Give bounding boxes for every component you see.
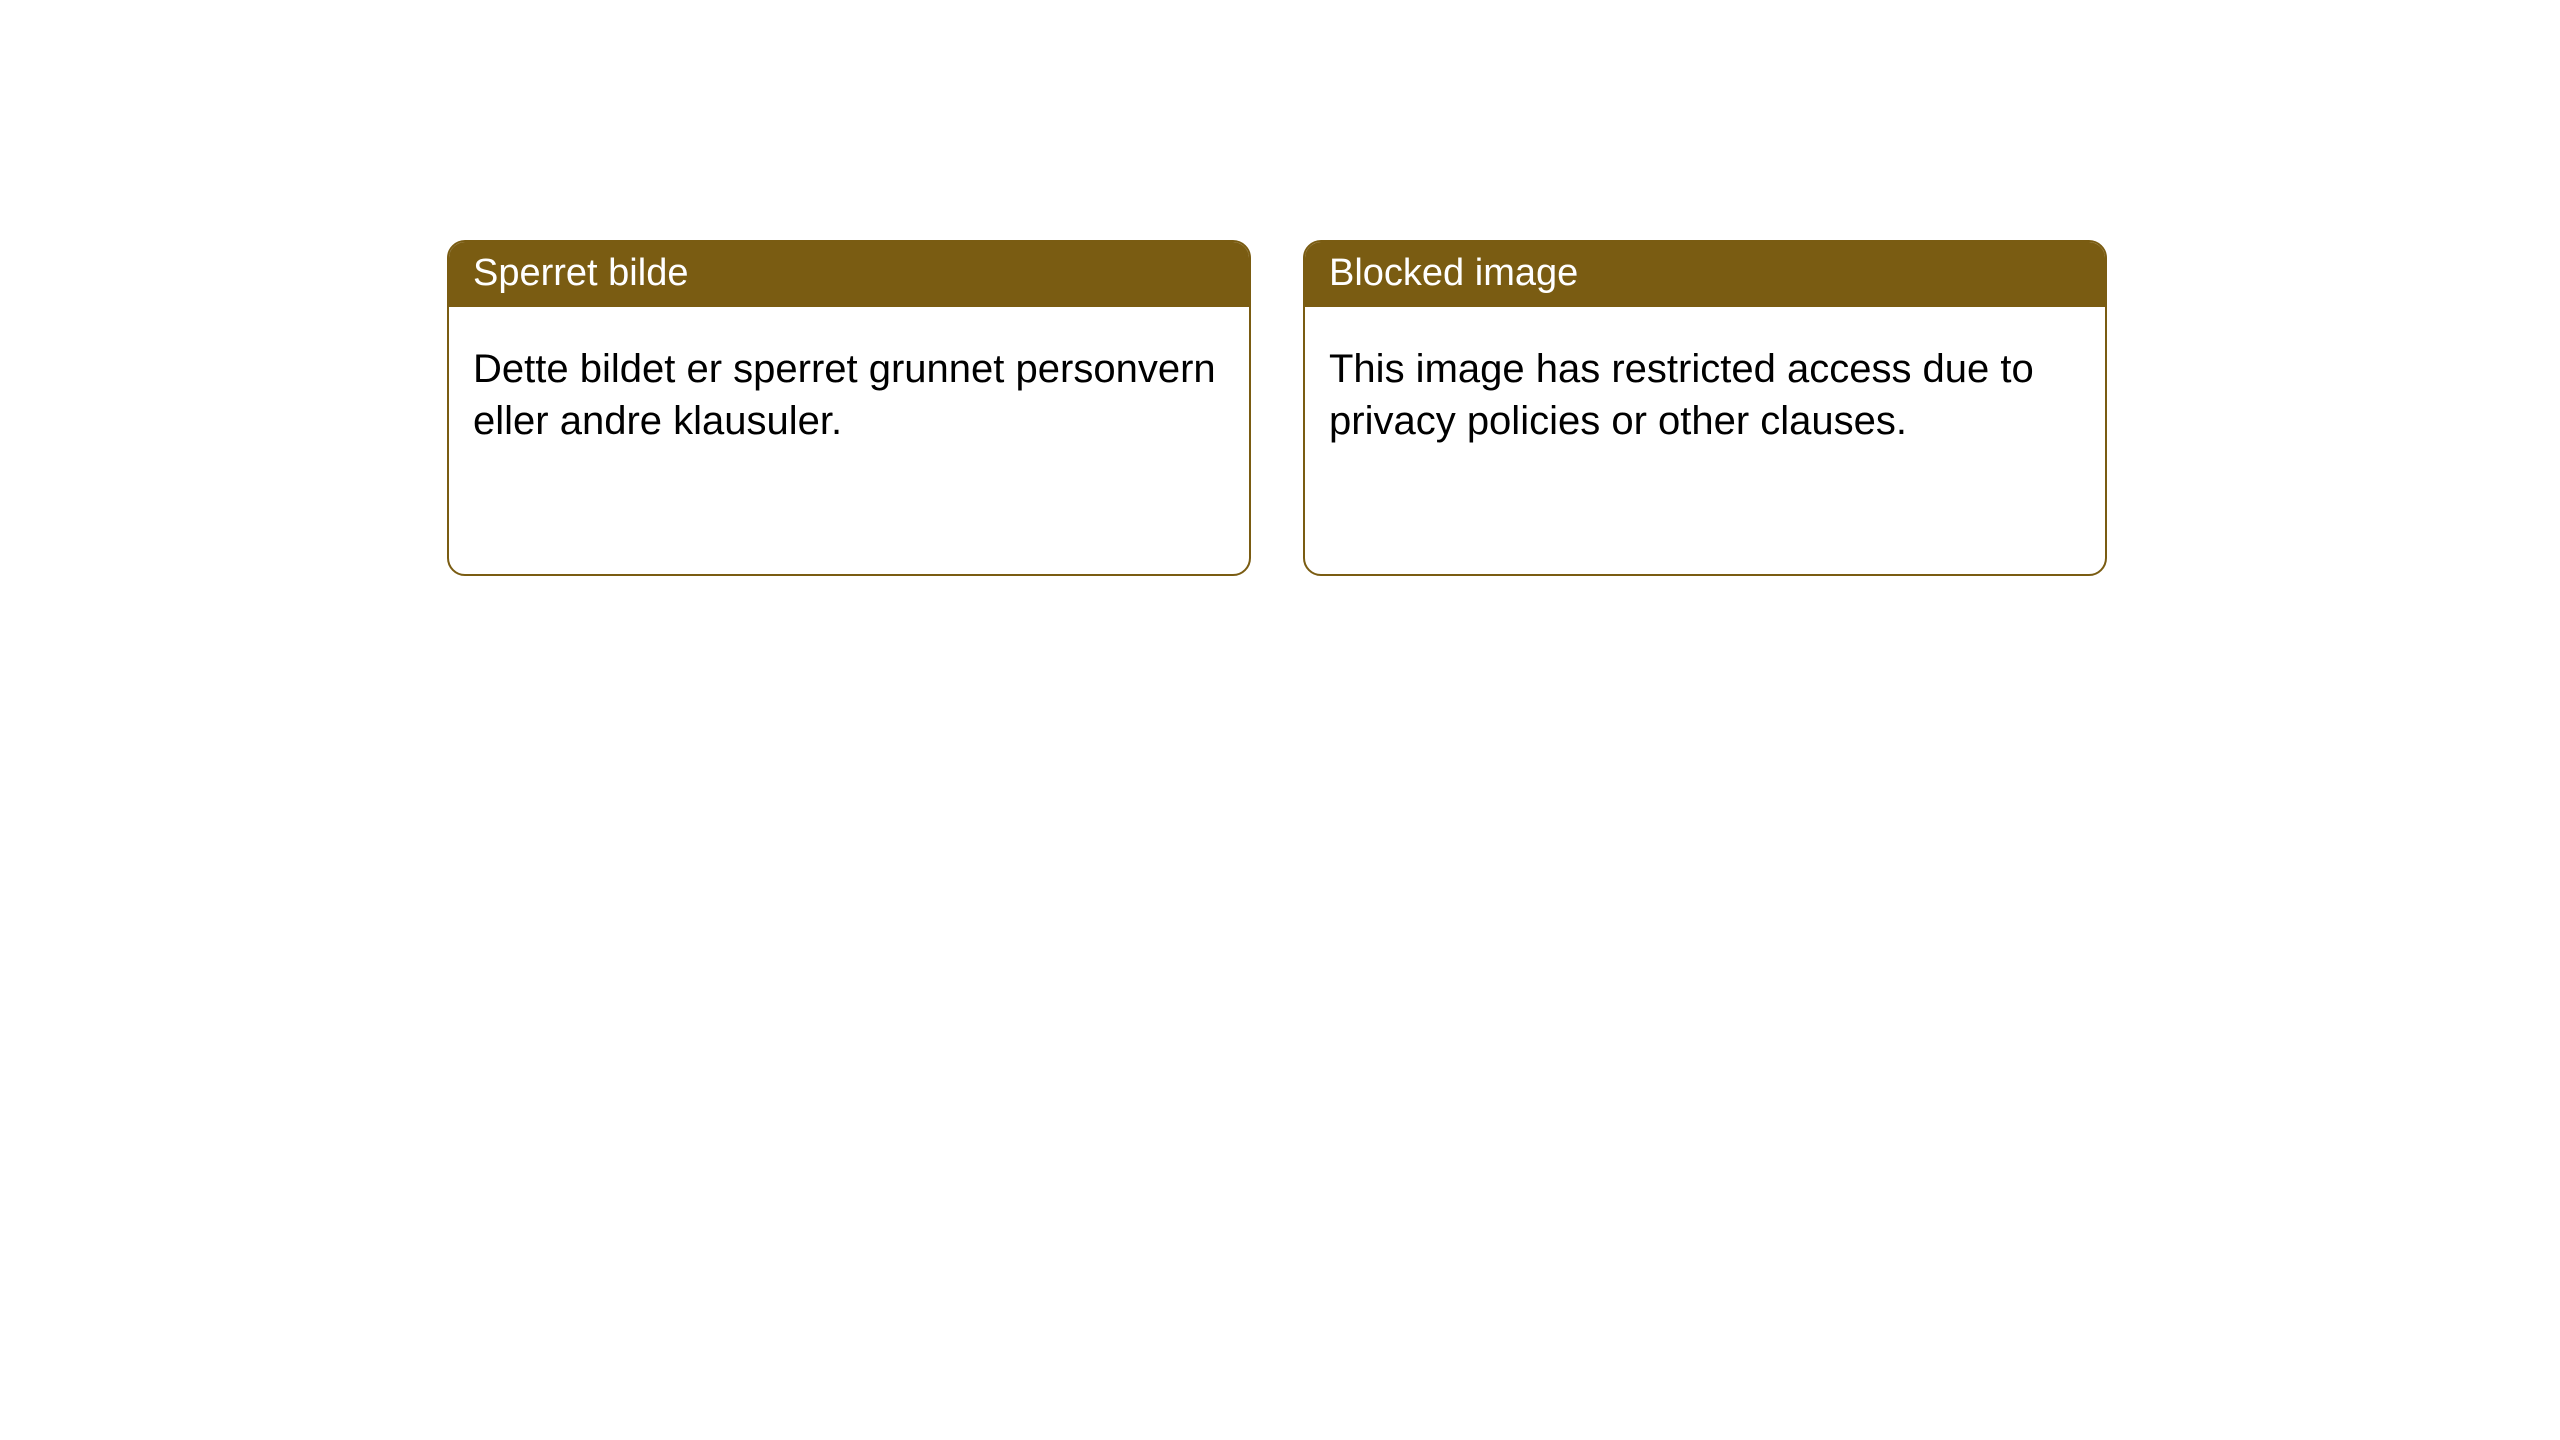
card-header: Blocked image [1305,242,2105,307]
blocked-image-card-no: Sperret bilde Dette bildet er sperret gr… [447,240,1251,576]
card-body-text: This image has restricted access due to … [1305,307,2105,483]
blocked-image-card-en: Blocked image This image has restricted … [1303,240,2107,576]
notice-container: Sperret bilde Dette bildet er sperret gr… [0,0,2560,576]
card-body-text: Dette bildet er sperret grunnet personve… [449,307,1249,483]
card-header: Sperret bilde [449,242,1249,307]
